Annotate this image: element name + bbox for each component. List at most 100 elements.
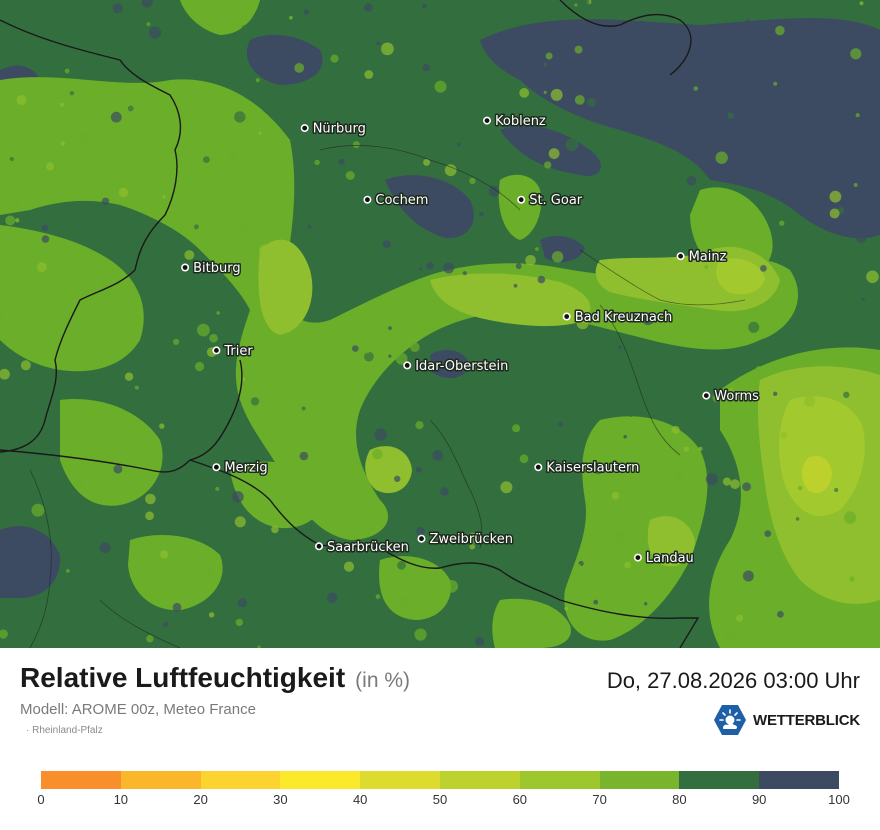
humidity-speckle [488,185,500,197]
city-marker[interactable]: Bad Kreuznach [562,309,674,327]
humidity-speckle [469,177,476,184]
humidity-speckle [642,101,648,107]
city-marker[interactable]: Zweibrücken [417,531,514,549]
city-marker[interactable]: Saarbrücken [314,538,410,556]
city-marker[interactable]: Trier [212,342,255,360]
humidity-speckle [551,251,564,263]
humidity-speckle [641,312,655,326]
humidity-speckle [17,218,27,228]
legend-swatch [120,771,201,789]
humidity-speckle [145,511,155,521]
humidity-speckle [832,0,840,5]
humidity-map-canvas: Nürburg Koblenz Cochem St. Goar Bitburg Mainz… [0,0,880,648]
city-marker[interactable]: Landau [633,550,695,568]
humidity-speckle [730,479,740,490]
legend-swatch [679,771,760,789]
city-dot [212,346,221,355]
humidity-speckle [416,526,425,536]
humidity-speckle [403,97,412,106]
humidity-speckle [209,333,218,343]
humidity-speckle [686,176,697,186]
humidity-speckle [722,477,732,486]
region-label: · Rheinland-Pfalz [26,725,103,736]
city-dot [363,195,372,204]
humidity-speckle [286,328,291,333]
legend-tick-label: 50 [432,792,448,807]
humidity-speckle [773,81,778,86]
humidity-speckle [215,486,220,491]
humidity-speckle [258,131,262,135]
humidity-speckle [636,205,640,209]
humidity-speckle [581,0,590,6]
humidity-speckle [79,132,91,144]
humidity-speckle [415,421,424,430]
humidity-speckle [221,305,226,310]
city-marker[interactable]: Worms [702,388,761,406]
humidity-speckle [797,485,803,491]
humidity-speckle [592,462,605,475]
humidity-speckle [184,250,195,260]
humidity-speckle [46,162,54,171]
humidity-speckle [568,248,580,259]
humidity-speckle [574,95,585,105]
humidity-speckle [264,583,274,593]
city-marker[interactable]: Mainz [676,248,728,266]
humidity-speckle [500,481,513,494]
humidity-speckle [193,224,199,230]
city-dot [676,252,685,261]
humidity-speckle [124,372,134,381]
humidity-speckle [0,368,10,380]
city-dot [562,312,571,321]
humidity-speckle [715,151,728,164]
humidity-speckle [146,22,151,27]
humidity-speckle [853,183,858,187]
humidity-speckle [234,516,246,528]
humidity-speckle [118,187,129,198]
city-marker[interactable]: Kaiserslautern [534,459,641,477]
humidity-speckle [519,454,529,464]
humidity-speckle [764,530,772,537]
humidity-speckle [116,162,126,173]
humidity-speckle [160,550,169,559]
humidity-speckle [41,224,49,232]
humidity-speckle [792,121,805,134]
city-label: Saarbrücken [327,540,409,555]
city-marker[interactable]: Nürburg [300,120,367,138]
humidity-speckle [415,467,422,473]
humidity-speckle [240,24,252,36]
city-marker[interactable]: Idar-Oberstein [403,357,510,375]
humidity-map[interactable]: Nürburg Koblenz Cochem St. Goar Bitburg Mainz… [0,0,880,648]
city-marker[interactable]: St. Goar [517,192,584,210]
city-markers: Nürburg Koblenz Cochem St. Goar Bitburg Mainz… [181,113,761,568]
humidity-speckle [593,599,599,605]
city-marker[interactable]: Bitburg [181,260,242,278]
humidity-speckle [484,12,492,19]
humidity-speckle [159,423,165,429]
humidity-speckle [724,632,735,644]
humidity-speckle [409,342,420,352]
city-marker[interactable]: Cochem [363,192,430,210]
humidity-speckle [403,157,415,169]
humidity-speckle [422,63,431,72]
brand-logo[interactable]: WETTERBLICK [713,704,860,736]
humidity-speckle [475,636,485,647]
humidity-speckle [574,3,578,7]
humidity-speckle [60,102,65,107]
humidity-speckle [399,596,410,607]
humidity-speckle [544,161,552,169]
humidity-speckle [704,265,709,269]
city-dot [300,124,309,133]
city-label: Bad Kreuznach [575,310,673,325]
map-title: Relative Luftfeuchtigkeit (in %) [20,662,410,694]
city-marker[interactable]: Koblenz [482,113,547,131]
humidity-speckle [146,635,154,643]
humidity-speckle [235,618,243,627]
humidity-speckle [587,98,596,107]
humidity-speckle [746,18,750,22]
city-dot [181,263,190,272]
humidity-speckle [462,271,467,276]
humidity-speckle [9,156,14,162]
brand-name: WETTERBLICK [753,711,860,729]
humidity-speckle [779,298,787,305]
city-marker[interactable]: Merzig [212,459,269,477]
